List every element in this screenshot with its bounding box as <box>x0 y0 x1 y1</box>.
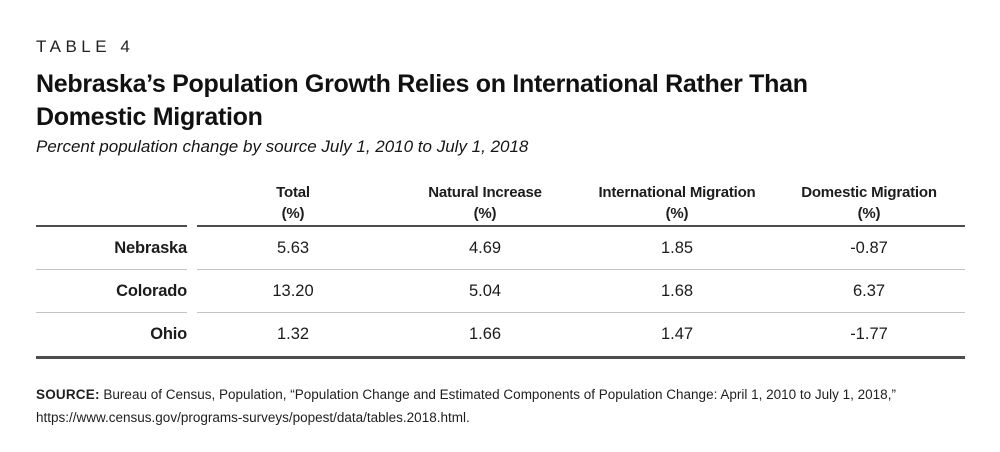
source-note: SOURCE: Bureau of Census, Population, “P… <box>36 384 965 429</box>
cell-value: 1.68 <box>581 270 773 313</box>
cell-value: 5.63 <box>197 227 389 270</box>
cell-value: 4.69 <box>389 227 581 270</box>
cell-value: 1.66 <box>468 325 502 343</box>
table-row-colorado: Colorado 13.20 5.04 1.68 6.37 <box>36 270 965 313</box>
table-row-nebraska: Nebraska 5.63 4.69 1.85 -0.87 <box>36 227 965 270</box>
figure-title: Nebraska’s Population Growth Relies on I… <box>36 68 965 134</box>
column-header-total: Total (%) <box>197 179 389 227</box>
cell-value: -1.77 <box>850 325 888 343</box>
column-header-label: Natural Increase <box>428 184 542 201</box>
cell-value: 1.85 <box>581 227 773 270</box>
column-header-label: Total <box>276 184 310 201</box>
data-table: Total (%) Natural Increase (%) Internati… <box>36 179 965 359</box>
table-eyebrow: TABLE 4 <box>36 37 135 56</box>
column-header-natural-increase: Natural Increase (%) <box>389 179 581 227</box>
cell-value: 1.32 <box>276 325 310 343</box>
source-line2: https://www.census.gov/programs-surveys/… <box>36 409 470 425</box>
cell-value: 1.47 <box>660 325 694 343</box>
unit-label: (%) <box>281 205 305 222</box>
row-gap <box>187 227 197 270</box>
row-label: Ohio <box>150 325 187 343</box>
source-line1: SOURCE: Bureau of Census, Population, “P… <box>36 384 965 407</box>
cell-value: -0.87 <box>773 227 965 270</box>
row-label: Colorado <box>36 270 187 313</box>
figure-content: TABLE 4 Nebraska’s Population Growth Rel… <box>36 37 965 429</box>
figure-title-line2: Domestic Migration <box>36 103 263 131</box>
source-label: SOURCE: <box>36 387 100 402</box>
header-gap <box>187 179 197 227</box>
table-bottom-rule <box>36 356 965 359</box>
unit-label: (%) <box>473 205 497 222</box>
unit-label: (%) <box>665 205 689 222</box>
table-row-ohio: Ohio 1.32 1.66 1.47 -1.77 <box>36 313 965 356</box>
row-gap <box>187 313 197 356</box>
unit-label: (%) <box>857 205 881 222</box>
cell-value: 5.04 <box>389 270 581 313</box>
cell-value: 13.20 <box>197 270 389 313</box>
column-header-domestic-migration: Domestic Migration (%) <box>773 179 965 227</box>
source-text: Bureau of Census, Population, “Populatio… <box>103 387 896 402</box>
column-header-international-migration: International Migration (%) <box>581 179 773 227</box>
row-gap <box>187 270 197 313</box>
row-label: Nebraska <box>36 227 187 270</box>
column-header-label: International Migration <box>598 184 756 201</box>
table-header-row: Total (%) Natural Increase (%) Internati… <box>36 179 965 227</box>
column-header-label: Domestic Migration <box>801 184 937 201</box>
figure-title-line1: Nebraska’s Population Growth Relies on I… <box>36 70 808 98</box>
header-label-spacer <box>36 179 187 227</box>
cell-value: 6.37 <box>773 270 965 313</box>
figure-subtitle: Percent population change by source July… <box>36 137 529 156</box>
